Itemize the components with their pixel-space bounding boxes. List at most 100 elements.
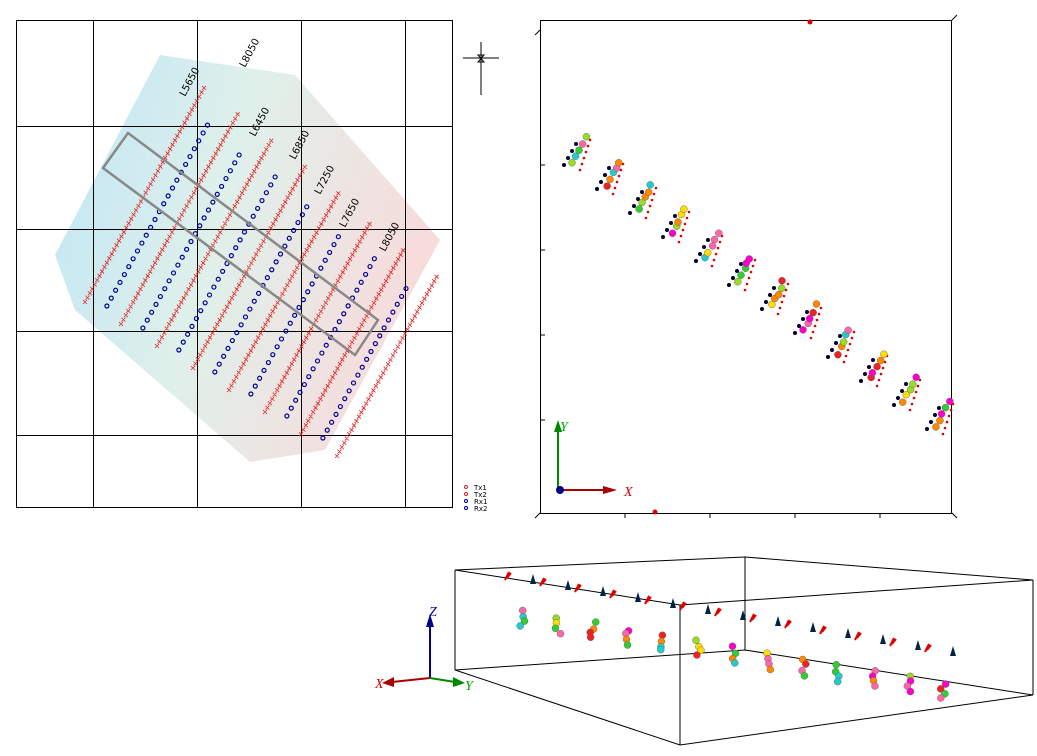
rx-station xyxy=(153,301,159,308)
rx-station xyxy=(346,388,352,394)
data-point xyxy=(710,235,719,244)
rx-point xyxy=(595,187,599,191)
data-point xyxy=(937,410,946,418)
tx-line xyxy=(118,111,240,327)
rx-station xyxy=(152,216,158,223)
rx-station xyxy=(364,356,370,362)
tx-point xyxy=(584,150,588,154)
rx-station xyxy=(310,366,316,372)
data-point xyxy=(680,205,688,213)
data-point xyxy=(658,631,667,639)
tx-point xyxy=(945,420,949,424)
tx-marker xyxy=(644,595,652,605)
rx-station xyxy=(274,344,280,350)
rx-station xyxy=(234,330,240,336)
tx-line xyxy=(82,85,207,305)
axis-icon-3d: Z X Y xyxy=(374,605,475,694)
rx-point xyxy=(838,334,842,338)
rx-station xyxy=(183,161,189,168)
tx-marker xyxy=(679,601,687,611)
rx-point xyxy=(636,197,640,201)
tx-marker xyxy=(714,607,722,617)
rx-point xyxy=(731,276,735,280)
selection-box xyxy=(101,131,380,357)
rx-station xyxy=(130,256,136,262)
rx-point xyxy=(797,324,801,328)
rx-station xyxy=(215,276,221,282)
rx-station xyxy=(219,183,225,190)
north-arrow xyxy=(463,42,499,95)
data-point xyxy=(623,641,632,649)
rx-station xyxy=(121,271,127,278)
rx-point xyxy=(867,365,871,369)
rx-station xyxy=(350,380,357,386)
rx-station xyxy=(320,435,326,441)
tx-point xyxy=(813,324,817,328)
tx-point xyxy=(910,402,914,406)
rx-station xyxy=(255,205,261,212)
rx-station xyxy=(257,375,263,381)
rx-station xyxy=(318,265,324,271)
rx-point xyxy=(929,420,933,424)
rx-station xyxy=(247,306,253,312)
data-point xyxy=(697,646,705,654)
axis-icon: Y X xyxy=(554,420,633,500)
data-point xyxy=(809,308,817,317)
data-point xyxy=(778,284,786,292)
data-point xyxy=(868,369,877,377)
rx-station xyxy=(162,286,168,292)
rx-station xyxy=(270,352,276,358)
data-point xyxy=(635,205,643,213)
data-point xyxy=(638,198,646,207)
data-point xyxy=(520,617,529,625)
data-point xyxy=(737,271,745,279)
axis-label: X xyxy=(623,485,633,500)
rx-station xyxy=(236,152,242,158)
rx-point xyxy=(863,372,867,376)
tx-point xyxy=(780,300,784,304)
tx-point xyxy=(916,384,920,388)
rx-point xyxy=(764,300,768,304)
rx-station xyxy=(329,419,335,425)
tx-point xyxy=(875,384,879,388)
data-point xyxy=(578,140,587,148)
rx-point xyxy=(859,379,863,383)
rx-station xyxy=(371,256,377,262)
rx-station xyxy=(220,268,226,274)
rx-point xyxy=(925,427,929,431)
rx-station xyxy=(394,301,400,307)
rx-station xyxy=(367,263,373,270)
data-point xyxy=(800,672,809,680)
rx-station xyxy=(184,246,190,252)
tx-point xyxy=(943,426,947,430)
tx-point xyxy=(784,288,788,292)
rx-point xyxy=(900,389,904,393)
data-point xyxy=(551,624,560,633)
rx-marker xyxy=(530,574,536,584)
tx-point xyxy=(819,306,823,310)
rx-station xyxy=(363,271,369,278)
rx-station xyxy=(211,284,217,290)
axis-label: X xyxy=(374,677,384,692)
axis-label: Y xyxy=(560,420,570,435)
tx-point xyxy=(883,360,887,364)
rx-point xyxy=(871,358,875,362)
tx-marker xyxy=(609,589,617,599)
data-point xyxy=(873,362,881,371)
tx-point xyxy=(683,222,687,226)
tx-point xyxy=(611,192,615,196)
rx-station xyxy=(210,199,216,205)
tx-point xyxy=(654,186,658,190)
rx-station xyxy=(108,295,114,301)
rx-station xyxy=(359,364,365,370)
top-view: Y X xyxy=(534,14,958,519)
rx-station xyxy=(296,304,302,311)
rx-marker xyxy=(705,604,711,614)
tx-marker xyxy=(819,625,827,635)
rx-station xyxy=(354,287,360,293)
data-point xyxy=(946,397,954,406)
tx-point xyxy=(753,258,757,262)
rx-station xyxy=(225,345,231,352)
rx-station xyxy=(202,300,208,306)
data-point xyxy=(774,290,783,299)
